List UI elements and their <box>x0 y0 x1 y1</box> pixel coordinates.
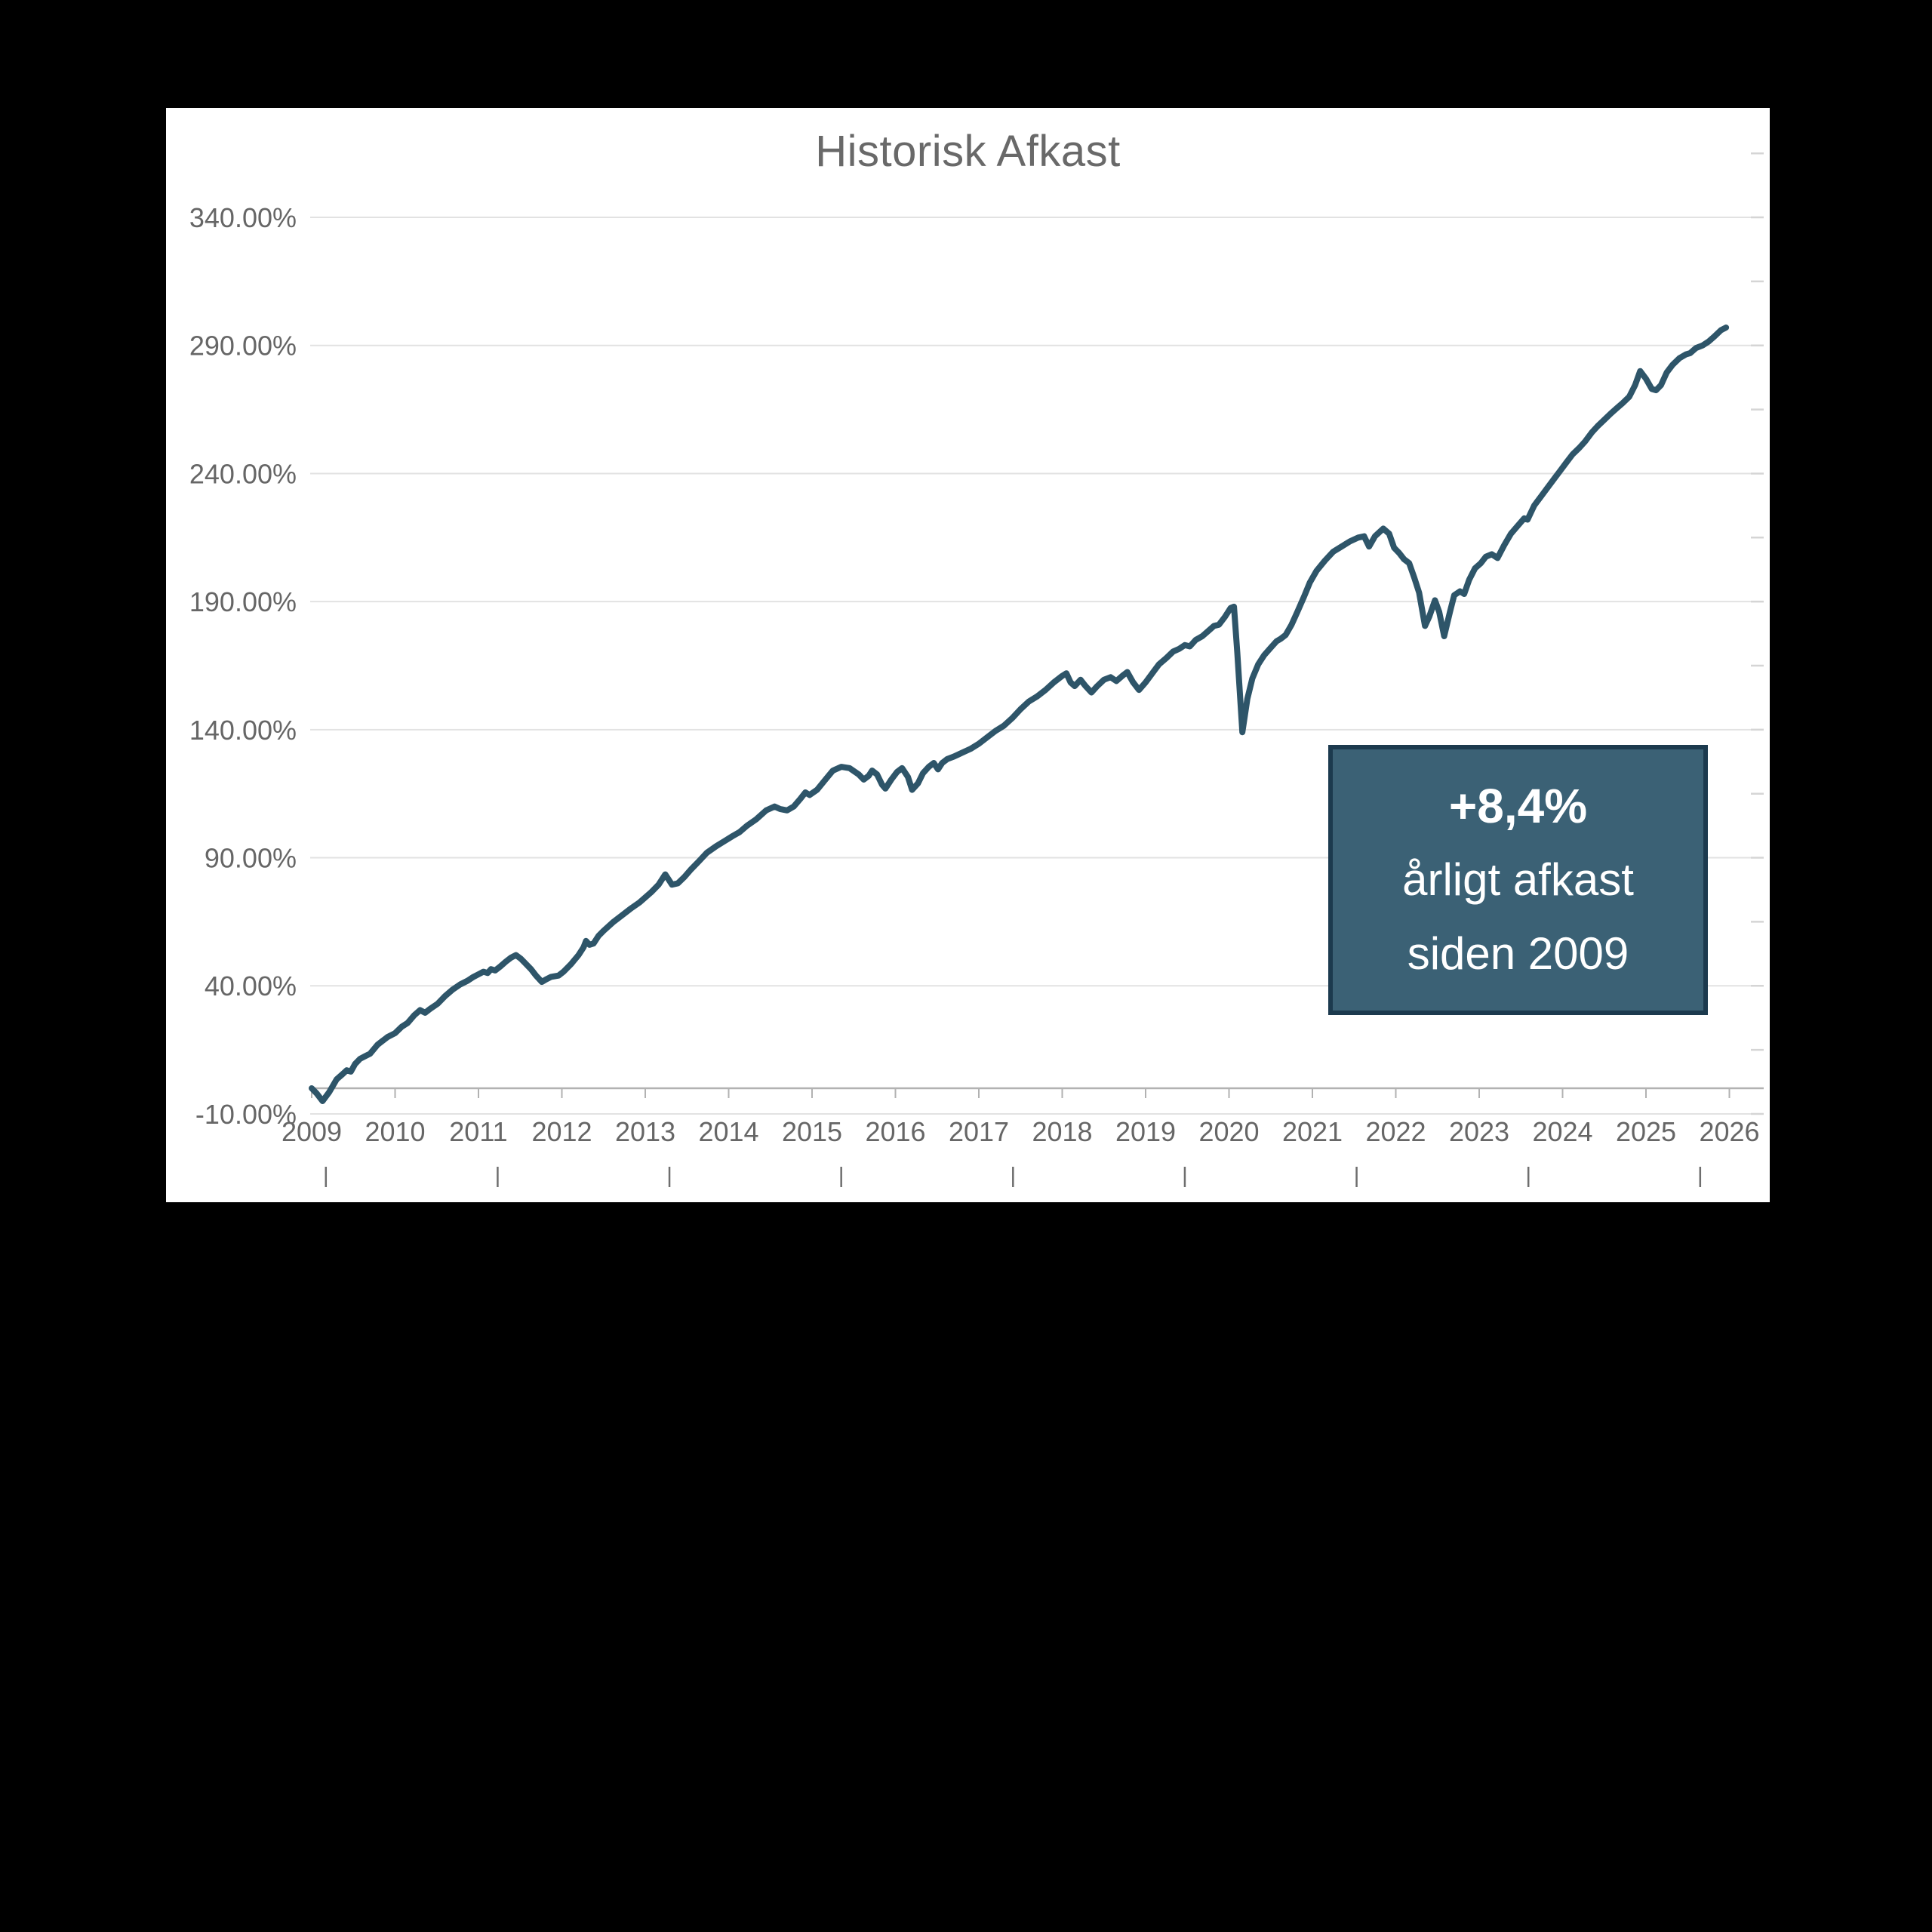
x-tick-label: 2011 <box>449 1116 507 1147</box>
callout-since-label: siden 2009 <box>1407 928 1629 979</box>
x-tick-label: 2012 <box>531 1116 592 1147</box>
x-tick-label: 2019 <box>1115 1116 1176 1147</box>
y-tick-label: 340.00% <box>189 202 297 233</box>
chart-panel <box>166 108 1770 1202</box>
y-tick-label: 40.00% <box>205 971 297 1001</box>
y-tick-label: 290.00% <box>189 331 297 361</box>
chart-title: Historisk Afkast <box>815 127 1121 176</box>
callout-return-label: årligt afkast <box>1402 854 1634 905</box>
y-tick-label: -10.00% <box>195 1099 297 1130</box>
x-tick-label: 2016 <box>865 1116 925 1147</box>
y-tick-label: 190.00% <box>189 586 297 617</box>
x-tick-label: 2026 <box>1699 1116 1759 1147</box>
x-tick-label: 2015 <box>782 1116 842 1147</box>
annual-return-callout: +8,4% årligt afkast siden 2009 <box>1328 745 1708 1015</box>
x-tick-label: 2013 <box>615 1116 675 1147</box>
y-tick-label: 140.00% <box>189 715 297 746</box>
y-tick-label: 90.00% <box>205 843 297 874</box>
x-tick-label: 2009 <box>281 1116 342 1147</box>
return-series-line <box>309 325 1730 1104</box>
x-tick-label: 2025 <box>1616 1116 1676 1147</box>
x-tick-label: 2017 <box>949 1116 1009 1147</box>
x-tick-label: 2010 <box>365 1116 425 1147</box>
x-tick-label: 2022 <box>1365 1116 1426 1147</box>
x-tick-label: 2018 <box>1032 1116 1092 1147</box>
x-tick-label: 2014 <box>698 1116 758 1147</box>
x-tick-label: 2024 <box>1532 1116 1592 1147</box>
callout-return-value: +8,4% <box>1448 779 1588 833</box>
x-tick-label: 2020 <box>1198 1116 1259 1147</box>
x-tick-label: 2021 <box>1282 1116 1343 1147</box>
y-tick-label: 240.00% <box>189 458 297 489</box>
x-tick-label: 2023 <box>1449 1116 1509 1147</box>
